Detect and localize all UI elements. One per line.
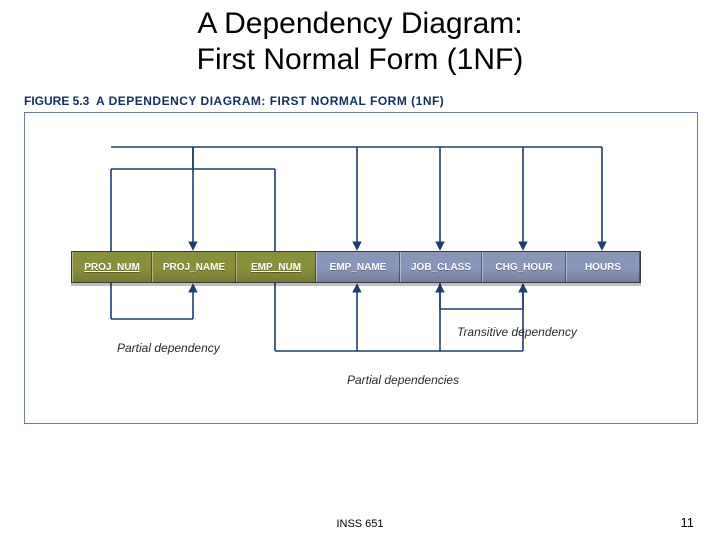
attr-emp_name: EMP_NAME <box>316 252 400 282</box>
slide-title: A Dependency Diagram: First Normal Form … <box>0 6 720 78</box>
dependency-label: Partial dependency <box>117 341 220 355</box>
footer-course: INSS 651 <box>0 518 720 530</box>
slide: A Dependency Diagram: First Normal Form … <box>0 0 720 540</box>
figure-caption: FIGURE 5.3 A DEPENDENCY DIAGRAM: FIRST N… <box>24 94 444 108</box>
attr-label: EMP_NAME <box>330 262 387 273</box>
attr-proj_num: PROJ_NUM <box>72 252 152 282</box>
title-line-1: A Dependency Diagram: <box>197 7 522 40</box>
figure-desc: A DEPENDENCY DIAGRAM: FIRST NORMAL FORM … <box>96 94 444 108</box>
attr-label: PROJ_NAME <box>163 262 225 273</box>
attr-label: HOURS <box>585 262 621 273</box>
attr-job_class: JOB_CLASS <box>400 252 482 282</box>
footer-page: 11 <box>681 515 695 530</box>
dependency-label: Transitive dependency <box>457 325 577 339</box>
attr-label: CHG_HOUR <box>495 262 552 273</box>
attr-proj_name: PROJ_NAME <box>152 252 236 282</box>
attr-emp_num: EMP_NUM <box>236 252 316 282</box>
attribute-row: PROJ_NUM PROJ_NAME EMP_NUM EMP_NAME JOB_CLAS… <box>71 251 641 283</box>
attr-label: PROJ_NUM <box>84 262 140 273</box>
dependency-label: Partial dependencies <box>347 373 459 387</box>
title-line-2: First Normal Form (1NF) <box>197 43 524 76</box>
figure-number: FIGURE 5.3 <box>24 94 89 108</box>
diagram-frame: PROJ_NUM PROJ_NAME EMP_NUM EMP_NAME JOB_CLAS… <box>24 112 698 424</box>
attr-label: EMP_NUM <box>251 262 301 273</box>
attr-hours: HOURS <box>566 252 640 282</box>
attr-label: JOB_CLASS <box>411 262 471 273</box>
attr-chg_hour: CHG_HOUR <box>482 252 566 282</box>
